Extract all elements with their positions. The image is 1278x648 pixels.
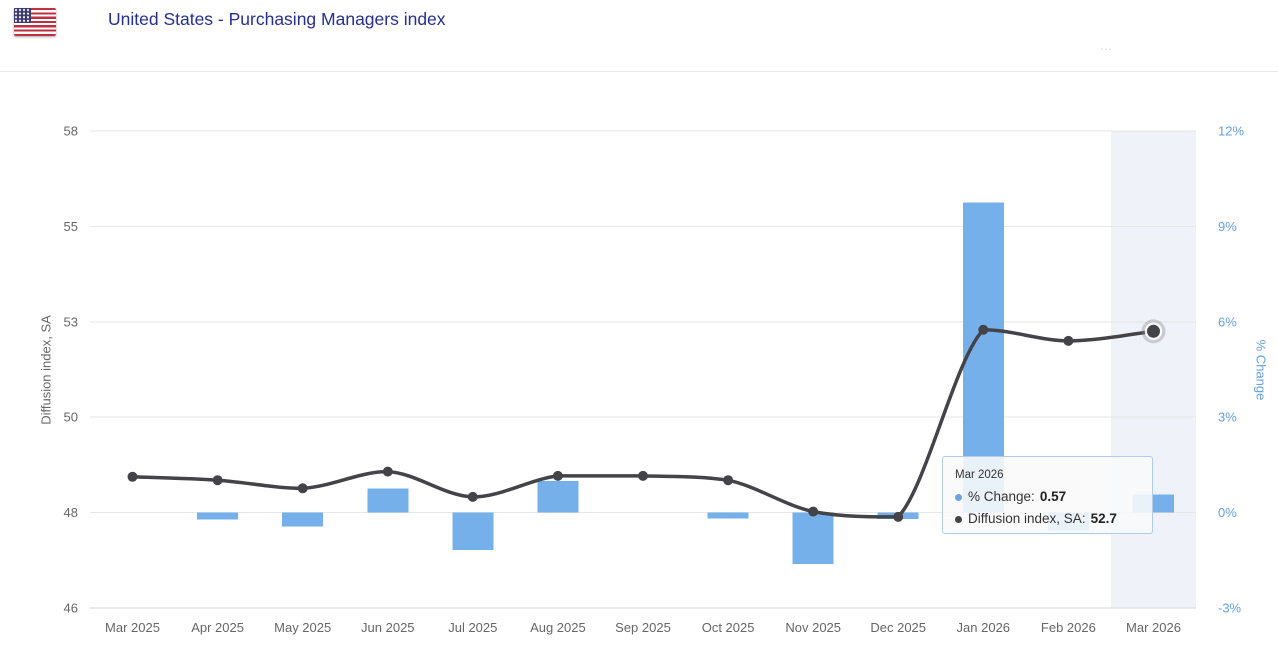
point-may-2025[interactable] (297, 483, 308, 494)
diffusion-index-bullet-icon (955, 515, 962, 523)
point-jul-2025[interactable] (467, 491, 478, 502)
bar-jun-2025[interactable] (367, 488, 409, 513)
point-jun-2025[interactable] (382, 466, 393, 477)
y2-axis-label: -3% (1218, 601, 1242, 616)
y2-axis-label: 3% (1218, 410, 1237, 425)
x-axis-label: Oct 2025 (702, 620, 755, 635)
header-divider (0, 71, 1278, 72)
page-title: United States - Purchasing Managers inde… (108, 9, 446, 29)
tooltip-value: 52.7 (1090, 511, 1117, 526)
y2-axis-label: 6% (1218, 314, 1237, 329)
y2-axis-label: 9% (1218, 219, 1237, 234)
right-axis-title: % Change (1253, 339, 1269, 401)
point-feb-2026[interactable] (1063, 335, 1074, 346)
hover-highlight-band (1110, 131, 1196, 608)
chart-context-menu-icon[interactable]: ⋯ (1100, 42, 1113, 56)
y-axis-label: 58 (64, 124, 78, 139)
x-axis-label: Jul 2025 (448, 620, 497, 635)
x-axis-label: Apr 2025 (191, 620, 244, 635)
pmi-chart-canvas[interactable]: 58 55 53 50 48 46 12% 9% 6% 3% 0% -3% Mar 2025 Apr 20… (0, 73, 1278, 648)
point-mar-2025[interactable] (127, 471, 138, 482)
point-oct-2025[interactable] (723, 475, 734, 486)
point-apr-2025[interactable] (212, 475, 223, 486)
x-axis-label: Jan 2026 (957, 620, 1011, 635)
pct-change-bullet-icon (955, 493, 962, 501)
point-mar-2026[interactable] (1147, 324, 1160, 338)
tooltip-row-pct-change: % Change 0.57 (955, 486, 1140, 508)
chart-tooltip: Mar 2026 % Change 0.57 Diffusion index, … (942, 456, 1153, 534)
us-flag-canton (14, 8, 31, 23)
point-aug-2025[interactable] (552, 470, 563, 481)
x-axis-label: May 2025 (274, 620, 331, 635)
bar-may-2025[interactable] (282, 512, 324, 527)
bar-apr-2025[interactable] (197, 512, 239, 520)
x-axis-label: Feb 2026 (1041, 620, 1096, 635)
y-axis-label: 50 (64, 410, 78, 425)
bar-oct-2025[interactable] (707, 512, 749, 519)
x-axis-label: Sep 2025 (615, 620, 671, 635)
tooltip-label: Diffusion index, SA (968, 508, 1086, 530)
x-axis-label: Jun 2025 (361, 620, 415, 635)
us-flag-icon (14, 8, 56, 36)
y-axis-label: 53 (64, 314, 78, 329)
bar-aug-2025[interactable] (537, 480, 579, 513)
point-nov-2025[interactable] (808, 506, 819, 517)
x-axis-label: Aug 2025 (530, 620, 586, 635)
point-dec-2025[interactable] (893, 511, 904, 522)
y-axis-label: 46 (64, 601, 78, 616)
x-axis-label: Mar 2025 (105, 620, 160, 635)
y2-axis-label: 0% (1218, 505, 1237, 520)
x-axis-label: Dec 2025 (870, 620, 926, 635)
x-axis-label: Nov 2025 (785, 620, 841, 635)
tooltip-row-diffusion-index: Diffusion index, SA 52.7 (955, 508, 1140, 530)
point-jan-2026[interactable] (978, 324, 989, 335)
left-axis-title: Diffusion index, SA (38, 315, 54, 425)
bar-jul-2025[interactable] (452, 512, 494, 551)
x-axis-label: Mar 2026 (1126, 620, 1181, 635)
tooltip-value: 0.57 (1039, 489, 1067, 504)
point-sep-2025[interactable] (638, 470, 648, 481)
y2-axis-label: 12% (1218, 124, 1244, 139)
y-axis-label: 55 (64, 219, 78, 234)
tooltip-title: Mar 2026 (955, 469, 1004, 481)
y-axis-label: 48 (64, 505, 78, 520)
tooltip-label: % Change (968, 486, 1035, 508)
bar-nov-2025[interactable] (792, 512, 834, 565)
